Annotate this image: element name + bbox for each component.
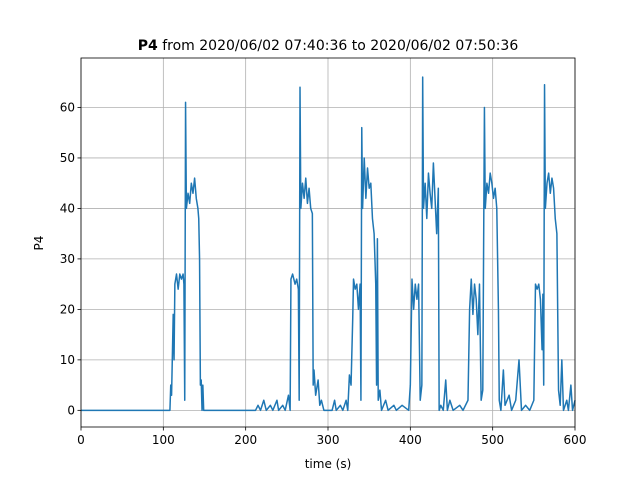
y-tick-label: 0 — [67, 403, 75, 417]
x-tick-label: 0 — [77, 433, 85, 447]
plot-area: 0 100 200 300 400 500 600 0 10 20 30 40 50 60 — [60, 57, 587, 447]
x-tick-label: 300 — [317, 433, 340, 447]
y-axis-label: P4 — [32, 236, 46, 251]
y-tick-label: 50 — [60, 151, 75, 165]
x-tick-label: 400 — [399, 433, 422, 447]
x-axis-label: time (s) — [305, 457, 352, 471]
x-tick-label: 100 — [152, 433, 175, 447]
y-tick-label: 60 — [60, 100, 75, 114]
x-tick-label: 500 — [481, 433, 504, 447]
title-rest: from 2020/06/02 07:40:36 to 2020/06/02 0… — [162, 38, 518, 54]
y-tick-label: 30 — [60, 252, 75, 266]
y-tick-label: 10 — [60, 353, 75, 367]
y-tick-label: 40 — [60, 201, 75, 215]
x-tick-label: 200 — [234, 433, 257, 447]
x-tick-label: 600 — [564, 433, 587, 447]
y-tick-label: 20 — [60, 302, 75, 316]
data-line — [81, 76, 576, 412]
title-bold: P4 — [138, 38, 158, 54]
chart-title: P4 from 2020/06/02 07:40:36 to 2020/06/0… — [138, 38, 519, 54]
plot-frame — [80, 57, 576, 428]
